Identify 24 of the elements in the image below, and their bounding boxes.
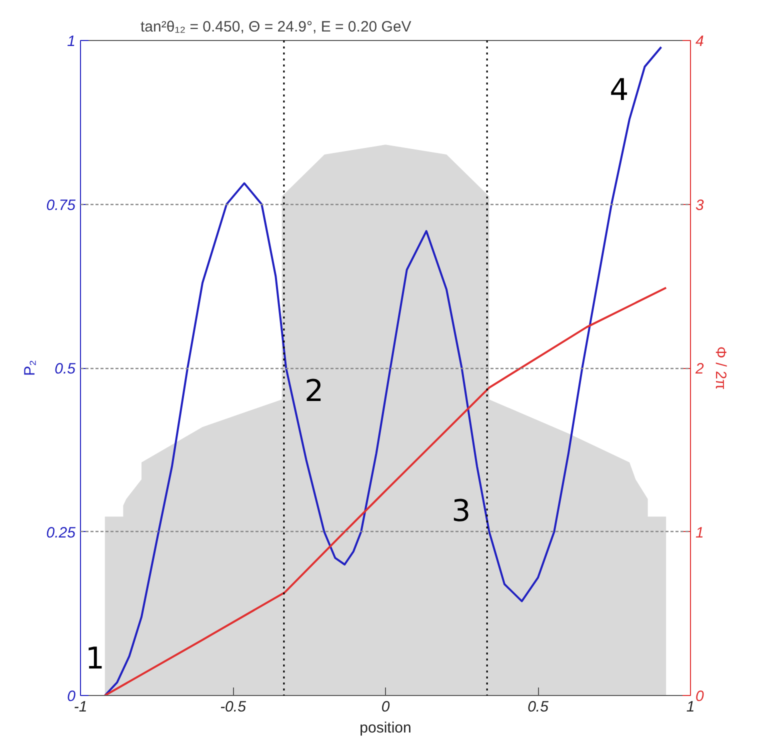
x-tick-label: 0 — [381, 698, 390, 716]
y2-axis-title: Φ / 2π — [712, 346, 729, 390]
x-tick-label: -1 — [74, 698, 88, 716]
line-series — [104, 46, 662, 696]
annotation: 2 — [304, 374, 324, 409]
y-tick-label: 0 — [67, 688, 76, 705]
y-axis-title: P₂ — [21, 360, 38, 376]
x-tick-label: 1 — [686, 698, 695, 716]
chart-title: tan²θ₁₂ = 0.450, Θ = 24.9°, E = 0.20 GeV — [140, 18, 412, 36]
y-tick-label: 0.5 — [54, 360, 76, 378]
x-tick-label: -0.5 — [220, 698, 247, 716]
y2-tick-label: 3 — [696, 196, 704, 214]
y-tick-label: 0.25 — [46, 524, 76, 542]
annotation: 4 — [610, 73, 629, 108]
x-axis-title: position — [360, 720, 412, 736]
x-tick-label: 0.5 — [528, 698, 550, 716]
y2-tick-label: 2 — [694, 360, 704, 378]
y-tick-label: 0.75 — [46, 196, 76, 214]
y2-tick-label: 4 — [696, 33, 704, 50]
line-series — [104, 286, 668, 696]
y2-tick-label: 0 — [696, 688, 704, 705]
y2-tick-label: 1 — [696, 524, 704, 542]
annotation: 3 — [452, 494, 471, 529]
y-tick-label: 1 — [67, 33, 76, 50]
